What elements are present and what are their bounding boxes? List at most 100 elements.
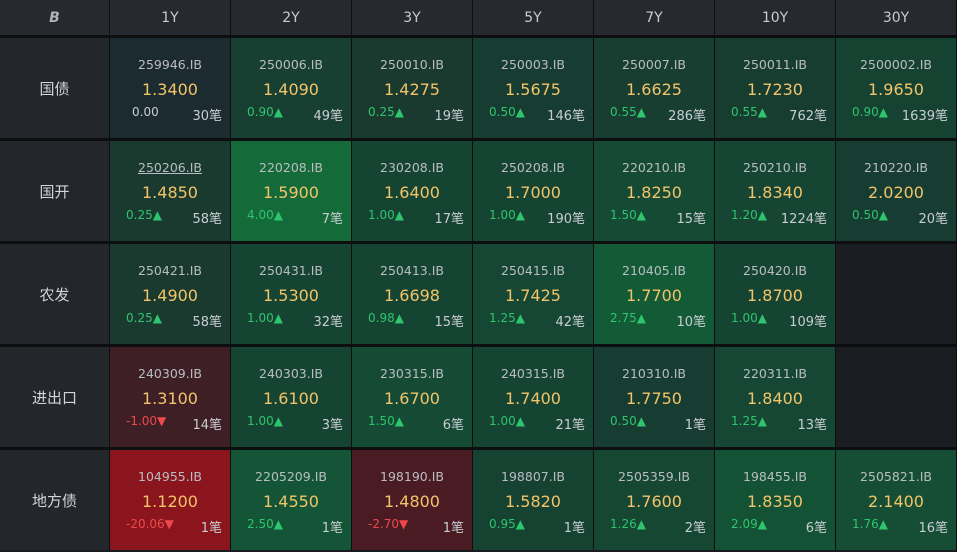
trade-count: 7笔	[321, 212, 343, 227]
bond-quote-cell[interactable]: 250431.IB 1.5300 1.00▲ 32笔	[231, 244, 351, 344]
bond-quote-cell[interactable]: 2205209.IB 1.4550 2.50▲ 1笔	[231, 450, 351, 550]
bond-yield: 1.7600	[626, 492, 682, 511]
bond-yield: 1.5675	[505, 80, 561, 99]
bond-quote-cell[interactable]: 240315.IB 1.7400 1.00▲ 21笔	[473, 347, 593, 447]
bond-quote-cell[interactable]: 220210.IB 1.8250 1.50▲ 15笔	[594, 141, 714, 241]
trade-count: 109笔	[789, 315, 827, 330]
bond-yield: 1.4900	[142, 286, 198, 305]
bond-yield: 1.6698	[384, 286, 440, 305]
bond-quote-cell[interactable]: 2505359.IB 1.7600 1.26▲ 2笔	[594, 450, 714, 550]
bond-code: 220208.IB	[259, 160, 323, 175]
trade-count: 1笔	[684, 418, 706, 433]
logo-icon: B	[0, 0, 109, 35]
bond-code: 230208.IB	[380, 160, 444, 175]
yield-change: 0.25▲	[126, 311, 162, 325]
bond-quote-cell[interactable]: 250415.IB 1.7425 1.25▲ 42笔	[473, 244, 593, 344]
tenor-header-10y[interactable]: 10Y	[715, 0, 835, 35]
bond-yield: 1.3100	[142, 389, 198, 408]
bond-quote-cell[interactable]: 250011.IB 1.7230 0.55▲ 762笔	[715, 38, 835, 138]
bond-yield: 1.8350	[747, 492, 803, 511]
bond-yield: 1.6400	[384, 183, 440, 202]
bond-code[interactable]: 250206.IB	[138, 160, 202, 175]
bond-code: 2505821.IB	[860, 469, 932, 484]
yield-change: 1.00▲	[731, 311, 767, 325]
tenor-header-3y[interactable]: 3Y	[352, 0, 472, 35]
bond-quote-cell[interactable]: 210405.IB 1.7700 2.75▲ 10笔	[594, 244, 714, 344]
bond-quote-cell[interactable]: 250006.IB 1.4090 0.90▲ 49笔	[231, 38, 351, 138]
bond-quote-cell[interactable]: 259946.IB 1.3400 0.00 30笔	[110, 38, 230, 138]
tenor-header-2y[interactable]: 2Y	[231, 0, 351, 35]
bond-quote-cell[interactable]: 2500002.IB 1.9650 0.90▲ 1639笔	[836, 38, 956, 138]
yield-change: 1.00▲	[489, 208, 525, 222]
bond-code: 250420.IB	[743, 263, 807, 278]
bond-yield: 1.8400	[747, 389, 803, 408]
bond-quote-cell[interactable]: 220208.IB 1.5900 4.00▲ 7笔	[231, 141, 351, 241]
yield-change: 0.90▲	[247, 105, 283, 119]
tenor-header-5y[interactable]: 5Y	[473, 0, 593, 35]
yield-change: 1.50▲	[368, 414, 404, 428]
bond-yield: 1.5820	[505, 492, 561, 511]
yield-change: -2.70▼	[368, 517, 409, 531]
trade-count: 6笔	[805, 521, 827, 536]
yield-change: 0.55▲	[731, 105, 767, 119]
yield-change: 2.75▲	[610, 311, 646, 325]
trade-count: 58笔	[192, 212, 222, 227]
bond-yield: 1.7400	[505, 389, 561, 408]
bond-code: 198190.IB	[380, 469, 444, 484]
trade-count: 17笔	[434, 212, 464, 227]
yield-change: 0.98▲	[368, 311, 404, 325]
yield-change: -20.06▼	[126, 517, 174, 531]
tenor-header-7y[interactable]: 7Y	[594, 0, 714, 35]
bond-quote-cell[interactable]: 198807.IB 1.5820 0.95▲ 1笔	[473, 450, 593, 550]
bond-yield: 2.0200	[868, 183, 924, 202]
tenor-header-30y[interactable]: 30Y	[836, 0, 956, 35]
bond-quote-cell[interactable]: 230315.IB 1.6700 1.50▲ 6笔	[352, 347, 472, 447]
bond-code: 250007.IB	[622, 57, 686, 72]
bond-quote-cell[interactable]: 240303.IB 1.6100 1.00▲ 3笔	[231, 347, 351, 447]
bond-quote-cell[interactable]: 250210.IB 1.8340 1.20▲ 1224笔	[715, 141, 835, 241]
bond-quote-cell[interactable]: 210310.IB 1.7750 0.50▲ 1笔	[594, 347, 714, 447]
bond-yield: 1.3400	[142, 80, 198, 99]
bond-quote-cell[interactable]: 250413.IB 1.6698 0.98▲ 15笔	[352, 244, 472, 344]
yield-change: 1.00▲	[247, 311, 283, 325]
bond-quote-cell[interactable]: 220311.IB 1.8400 1.25▲ 13笔	[715, 347, 835, 447]
trade-count: 16笔	[918, 521, 948, 536]
bond-quote-cell[interactable]: 250206.IB 1.4850 0.25▲ 58笔	[110, 141, 230, 241]
bond-quote-cell[interactable]: 250421.IB 1.4900 0.25▲ 58笔	[110, 244, 230, 344]
bond-quote-cell[interactable]: 240309.IB 1.3100 -1.00▼ 14笔	[110, 347, 230, 447]
trade-count: 1笔	[321, 521, 343, 536]
bond-quote-cell[interactable]: 250007.IB 1.6625 0.55▲ 286笔	[594, 38, 714, 138]
yield-change: 2.09▲	[731, 517, 767, 531]
yield-change: 0.50▲	[610, 414, 646, 428]
bond-quote-cell[interactable]: 230208.IB 1.6400 1.00▲ 17笔	[352, 141, 472, 241]
bond-quote-cell[interactable]: 250208.IB 1.7000 1.00▲ 190笔	[473, 141, 593, 241]
bond-quote-cell[interactable]: 104955.IB 1.1200 -20.06▼ 1笔	[110, 450, 230, 550]
bond-yield: 1.8700	[747, 286, 803, 305]
bond-quote-cell[interactable]: 198190.IB 1.4800 -2.70▼ 1笔	[352, 450, 472, 550]
bond-yield: 2.1400	[868, 492, 924, 511]
trade-count: 20笔	[918, 212, 948, 227]
bond-code: 250413.IB	[380, 263, 444, 278]
row-header: 进出口	[0, 347, 109, 447]
bond-code: 250010.IB	[380, 57, 444, 72]
bond-yield: 1.6625	[626, 80, 682, 99]
bond-quote-cell[interactable]: 198455.IB 1.8350 2.09▲ 6笔	[715, 450, 835, 550]
bond-quote-cell[interactable]: 210220.IB 2.0200 0.50▲ 20笔	[836, 141, 956, 241]
yield-change: 1.76▲	[852, 517, 888, 531]
yield-change: 1.25▲	[731, 414, 767, 428]
yield-change: 0.00	[132, 105, 159, 119]
bond-code: 250431.IB	[259, 263, 323, 278]
bond-code: 250415.IB	[501, 263, 565, 278]
yield-change: 1.00▲	[368, 208, 404, 222]
bond-quote-cell[interactable]: 250003.IB 1.5675 0.50▲ 146笔	[473, 38, 593, 138]
bond-code: 259946.IB	[138, 57, 202, 72]
bond-quote-cell[interactable]: 250010.IB 1.4275 0.25▲ 19笔	[352, 38, 472, 138]
yield-change: 0.90▲	[852, 105, 888, 119]
bond-yield: 1.7700	[626, 286, 682, 305]
bond-yield: 1.5900	[263, 183, 319, 202]
trade-count: 58笔	[192, 315, 222, 330]
tenor-header-1y[interactable]: 1Y	[110, 0, 230, 35]
bond-quote-cell[interactable]: 250420.IB 1.8700 1.00▲ 109笔	[715, 244, 835, 344]
bond-quote-cell[interactable]: 2505821.IB 2.1400 1.76▲ 16笔	[836, 450, 956, 550]
trade-count: 15笔	[434, 315, 464, 330]
